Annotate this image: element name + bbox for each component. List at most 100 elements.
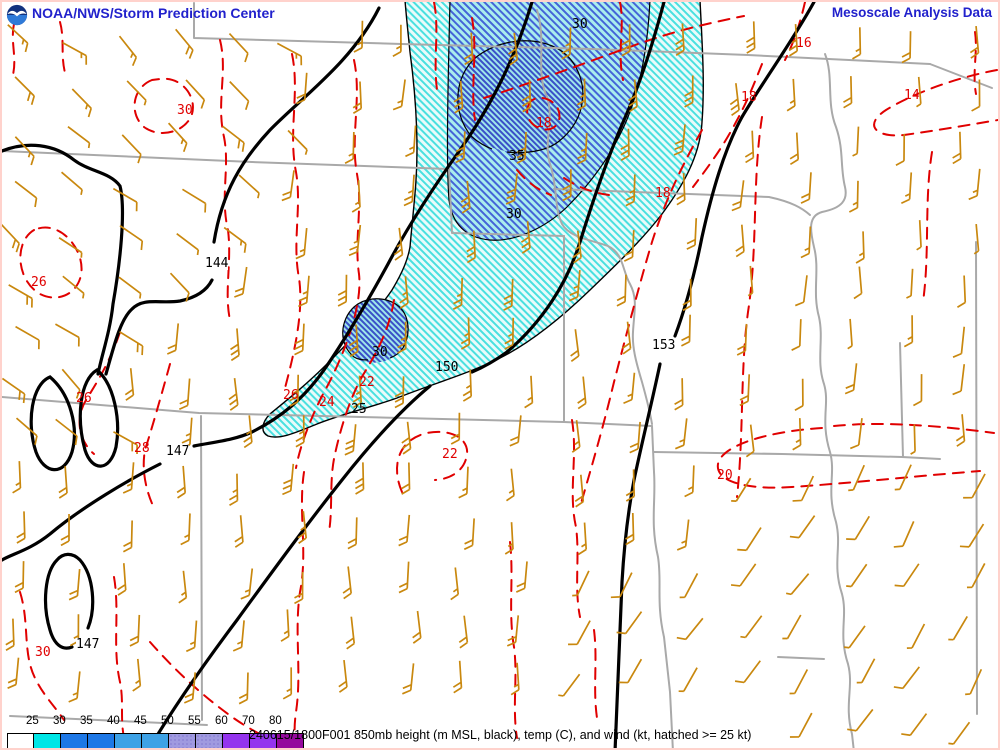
wind-barb-icon xyxy=(731,180,745,212)
wind-barb-icon xyxy=(458,466,469,499)
wind-barb-icon xyxy=(62,41,88,65)
wind-barb-icon xyxy=(800,172,812,204)
wind-barb-icon xyxy=(234,515,244,548)
wind-barb-icon xyxy=(901,31,912,64)
wind-barb-icon xyxy=(846,515,870,541)
wind-barb-icon xyxy=(729,83,740,117)
wind-barb-icon xyxy=(280,609,290,642)
wind-barb-icon xyxy=(119,225,144,251)
wind-barb-icon xyxy=(620,128,630,161)
wind-barb-icon xyxy=(856,658,876,684)
height-contours xyxy=(2,2,816,748)
wind-barb-icon xyxy=(792,475,815,502)
wind-barb-icon xyxy=(625,174,636,207)
wind-barb-icon xyxy=(232,620,245,652)
wind-barb-icon xyxy=(968,168,981,201)
wind-barb-icon xyxy=(956,275,967,308)
scale-label: 55 xyxy=(188,715,201,727)
scale-label: 40 xyxy=(107,715,120,727)
wind-barb-icon xyxy=(2,377,26,404)
wind-barb-icon xyxy=(948,721,971,745)
wind-barb-icon xyxy=(228,32,249,63)
wind-barb-icon xyxy=(679,573,699,599)
wind-barb-icon xyxy=(118,276,142,299)
wind-barb-icon xyxy=(295,415,305,448)
wind-barb-icon xyxy=(847,318,853,350)
wind-barb-icon xyxy=(568,620,591,646)
wind-barb-icon xyxy=(178,570,188,604)
wind-barb-icon xyxy=(185,620,198,653)
wind-barb-icon xyxy=(616,274,627,307)
wind-barb-icon xyxy=(176,465,187,499)
wind-barb-icon xyxy=(504,522,514,555)
wind-barb-icon xyxy=(681,314,691,347)
wind-barb-icon xyxy=(342,566,352,600)
wind-barb-icon xyxy=(458,615,469,649)
wind-barb-icon xyxy=(674,378,684,411)
wind-barb-icon xyxy=(16,511,26,544)
wind-barb-icon xyxy=(14,136,35,166)
wind-barb-icon xyxy=(893,521,915,548)
wind-barb-icon xyxy=(745,21,756,54)
wind-barb-icon xyxy=(789,515,816,539)
wind-barb-icon xyxy=(948,616,968,641)
wind-barb-icon xyxy=(623,230,635,262)
wind-barb-icon xyxy=(298,275,310,308)
wind-barb-icon xyxy=(852,126,860,157)
wind-barb-icon xyxy=(58,466,68,499)
wind-barb-icon xyxy=(952,364,966,396)
wind-barb-icon xyxy=(852,27,862,60)
wind-barb-icon xyxy=(572,570,590,597)
wind-barb-icon xyxy=(466,230,476,264)
wind-barb-icon xyxy=(122,462,135,494)
wind-barb-icon xyxy=(222,125,245,152)
wind-barb-icon xyxy=(955,414,966,447)
scale-label: 45 xyxy=(134,715,147,727)
wind-barb-icon xyxy=(578,522,588,556)
wind-barb-icon xyxy=(745,424,755,458)
page-title[interactable]: NOAA/NWS/Storm Prediction Center xyxy=(32,5,275,21)
wind-barb-icon xyxy=(629,421,641,454)
wind-barb-icon xyxy=(558,673,581,697)
page-subtitle: Mesoscale Analysis Data xyxy=(831,5,992,20)
wind-barb-icon xyxy=(744,130,755,164)
wind-barb-icon xyxy=(906,623,926,649)
wind-barb-icon xyxy=(403,174,415,207)
wind-barb-icon xyxy=(894,563,920,588)
wind-barb-icon xyxy=(794,275,808,307)
wind-barb-icon xyxy=(347,517,358,550)
wind-barb-icon xyxy=(789,712,813,738)
wind-barb-icon xyxy=(621,321,632,355)
wind-barb-icon xyxy=(282,667,293,700)
wind-barb-icon xyxy=(455,131,466,164)
wind-speed-scale-labels: 25 30 35 40 45 50 55 60 70 80 xyxy=(7,715,327,729)
wind-barb-icon xyxy=(844,363,858,395)
wind-barb-icon xyxy=(901,713,928,737)
wind-barb-icon xyxy=(576,132,588,165)
wind-barb-icon xyxy=(401,462,411,495)
wind-barb-icon xyxy=(562,169,572,202)
wind-barb-icon xyxy=(412,610,422,644)
wind-barb-icon xyxy=(966,563,986,589)
wind-barb-icon xyxy=(684,75,694,108)
wind-barb-icon xyxy=(69,614,80,647)
wind-barb-icon xyxy=(463,518,475,551)
wind-barb-icon xyxy=(169,272,190,302)
wind-barb-icon xyxy=(119,331,144,356)
wind-barb-icon xyxy=(7,24,29,53)
wind-barb-icon xyxy=(673,124,686,156)
wind-barb-icon xyxy=(853,266,863,300)
wind-barb-icon xyxy=(398,561,410,594)
wind-barb-icon xyxy=(58,237,83,258)
wind-barb-icon xyxy=(234,266,248,298)
scale-box xyxy=(115,733,142,748)
wind-barb-icon xyxy=(462,369,473,402)
wind-barb-icon xyxy=(397,321,407,354)
wind-barb-icon xyxy=(402,663,415,695)
wind-barb-icon xyxy=(906,268,914,299)
wind-barbs xyxy=(2,20,986,745)
wind-barb-icon xyxy=(855,231,865,264)
wind-barb-icon xyxy=(238,672,249,705)
